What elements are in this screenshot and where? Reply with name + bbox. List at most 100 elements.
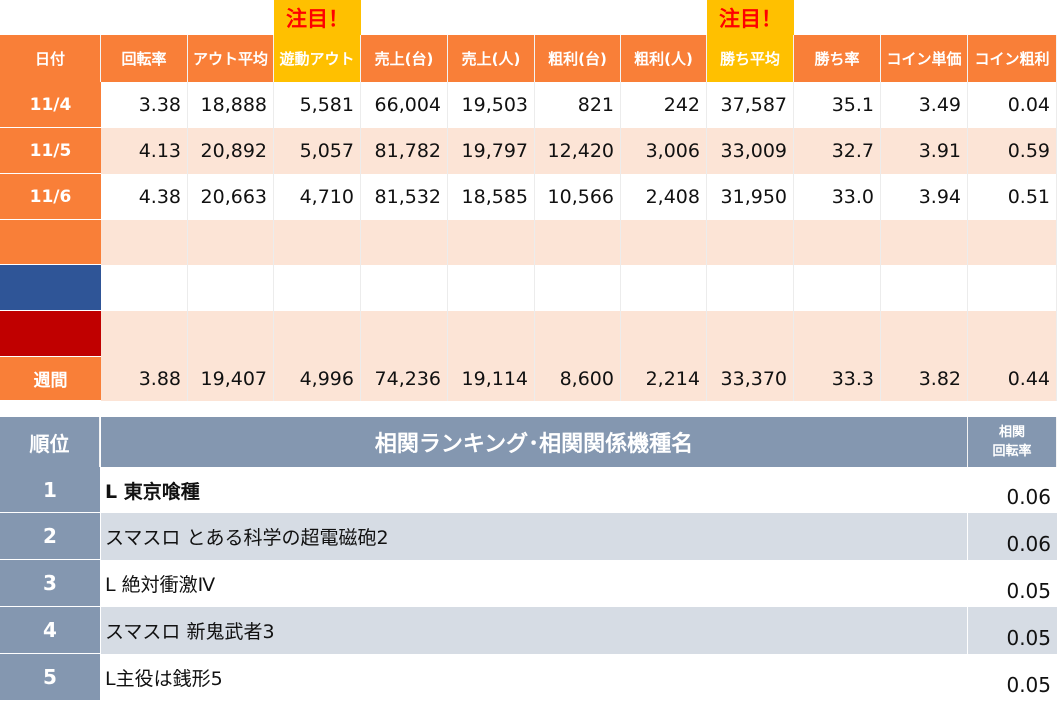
- value-cell: [707, 265, 794, 311]
- rank-number: 4: [0, 607, 100, 654]
- tag-idle-out: 注目！: [274, 0, 361, 35]
- value-cell: [881, 311, 968, 357]
- rank-number: 2: [0, 513, 100, 560]
- header-1: 回転率: [101, 35, 188, 82]
- value-cell: [535, 220, 621, 265]
- stats-table: 注目！ 注目！ 日付 回転率 アウト平均 遊動アウト 売上(台) 売上(人) 粗利(台) 粗利(人…: [0, 0, 1057, 401]
- rank-header: 順位: [0, 417, 100, 467]
- value-cell: 18,888: [188, 82, 274, 128]
- header-0: 日付: [0, 35, 101, 82]
- machine-name: スマスロ とある科学の超電磁砲2: [101, 513, 968, 560]
- machine-name: L 絶対衝激Ⅳ: [101, 560, 968, 607]
- correlation-value: 0.05: [968, 607, 1057, 654]
- value-cell: 66,004: [361, 82, 448, 128]
- rank-number: 3: [0, 560, 100, 607]
- date-cell: [0, 265, 101, 311]
- value-cell: 81,782: [361, 128, 448, 174]
- correlation-value: 0.06: [968, 467, 1057, 513]
- value-cell: 0.59: [968, 128, 1057, 174]
- header-4: 売上(台): [361, 35, 448, 82]
- machine-name: スマスロ 新鬼武者3: [101, 607, 968, 654]
- value-header-line-2: 回転率: [992, 444, 1032, 459]
- value-cell: 5,057: [274, 128, 361, 174]
- value-cell: 18,585: [448, 174, 535, 220]
- week-label: 週間: [0, 357, 101, 401]
- value-cell: 32.7: [794, 128, 881, 174]
- tag-win-avg: 注目！: [707, 0, 794, 35]
- value-cell: [101, 220, 188, 265]
- value-cell: [101, 311, 188, 357]
- value-cell: 821: [535, 82, 621, 128]
- week-value-cell: 74,236: [361, 357, 448, 401]
- value-cell: [361, 265, 448, 311]
- header-10: コイン単価: [881, 35, 968, 82]
- value-cell: [707, 311, 794, 357]
- value-cell: [188, 311, 274, 357]
- value-cell: 19,503: [448, 82, 535, 128]
- value-cell: [361, 220, 448, 265]
- week-value-cell: 4,996: [274, 357, 361, 401]
- header-6: 粗利(台): [535, 35, 621, 82]
- value-header-line-1: 相関: [998, 425, 1025, 440]
- value-cell: [448, 311, 535, 357]
- value-cell: [621, 220, 707, 265]
- value-cell: [881, 220, 968, 265]
- value-cell: 3.91: [881, 128, 968, 174]
- value-cell: [794, 311, 881, 357]
- date-cell: [0, 220, 101, 265]
- week-value-cell: 8,600: [535, 357, 621, 401]
- correlation-value: 0.06: [968, 513, 1057, 560]
- value-cell: 242: [621, 82, 707, 128]
- value-cell: 3,006: [621, 128, 707, 174]
- header-5: 売上(人): [448, 35, 535, 82]
- value-cell: [448, 220, 535, 265]
- value-cell: 3.94: [881, 174, 968, 220]
- header-7: 粗利(人): [621, 35, 707, 82]
- value-cell: 10,566: [535, 174, 621, 220]
- week-value-cell: 0.44: [968, 357, 1057, 401]
- date-cell: 11/5: [0, 128, 101, 174]
- value-cell: 3.49: [881, 82, 968, 128]
- value-cell: [274, 265, 361, 311]
- week-value-cell: 19,407: [188, 357, 274, 401]
- value-cell: 37,587: [707, 82, 794, 128]
- value-cell: [448, 265, 535, 311]
- value-cell: 20,892: [188, 128, 274, 174]
- header-3: 遊動アウト: [274, 35, 361, 82]
- correlation-value: 0.05: [968, 654, 1057, 701]
- value-cell: [621, 311, 707, 357]
- date-cell: [0, 311, 101, 357]
- value-cell: [968, 220, 1057, 265]
- value-cell: 12,420: [535, 128, 621, 174]
- value-cell: [794, 220, 881, 265]
- value-cell: [535, 265, 621, 311]
- value-cell: 2,408: [621, 174, 707, 220]
- ranking-title: 相関ランキング･相関関係機種名: [101, 417, 968, 467]
- value-cell: 35.1: [794, 82, 881, 128]
- value-cell: [361, 311, 448, 357]
- value-cell: 3.38: [101, 82, 188, 128]
- value-cell: [535, 311, 621, 357]
- value-cell: 4.38: [101, 174, 188, 220]
- correlation-value: 0.05: [968, 560, 1057, 607]
- value-cell: [101, 265, 188, 311]
- value-cell: [968, 311, 1057, 357]
- value-cell: [621, 265, 707, 311]
- week-value-cell: 19,114: [448, 357, 535, 401]
- header-2: アウト平均: [188, 35, 274, 82]
- value-cell: [794, 265, 881, 311]
- machine-name: L主役は銭形5: [101, 654, 968, 701]
- week-value-cell: 3.82: [881, 357, 968, 401]
- value-cell: 19,797: [448, 128, 535, 174]
- header-8: 勝ち平均: [707, 35, 794, 82]
- value-cell: 81,532: [361, 174, 448, 220]
- value-cell: 31,950: [707, 174, 794, 220]
- date-cell: 11/4: [0, 82, 101, 128]
- rank-number: 5: [0, 654, 100, 701]
- value-cell: 5,581: [274, 82, 361, 128]
- value-cell: [968, 265, 1057, 311]
- header-11: コイン粗利: [968, 35, 1057, 82]
- value-cell: 4.13: [101, 128, 188, 174]
- week-value-cell: 33,370: [707, 357, 794, 401]
- value-cell: [188, 220, 274, 265]
